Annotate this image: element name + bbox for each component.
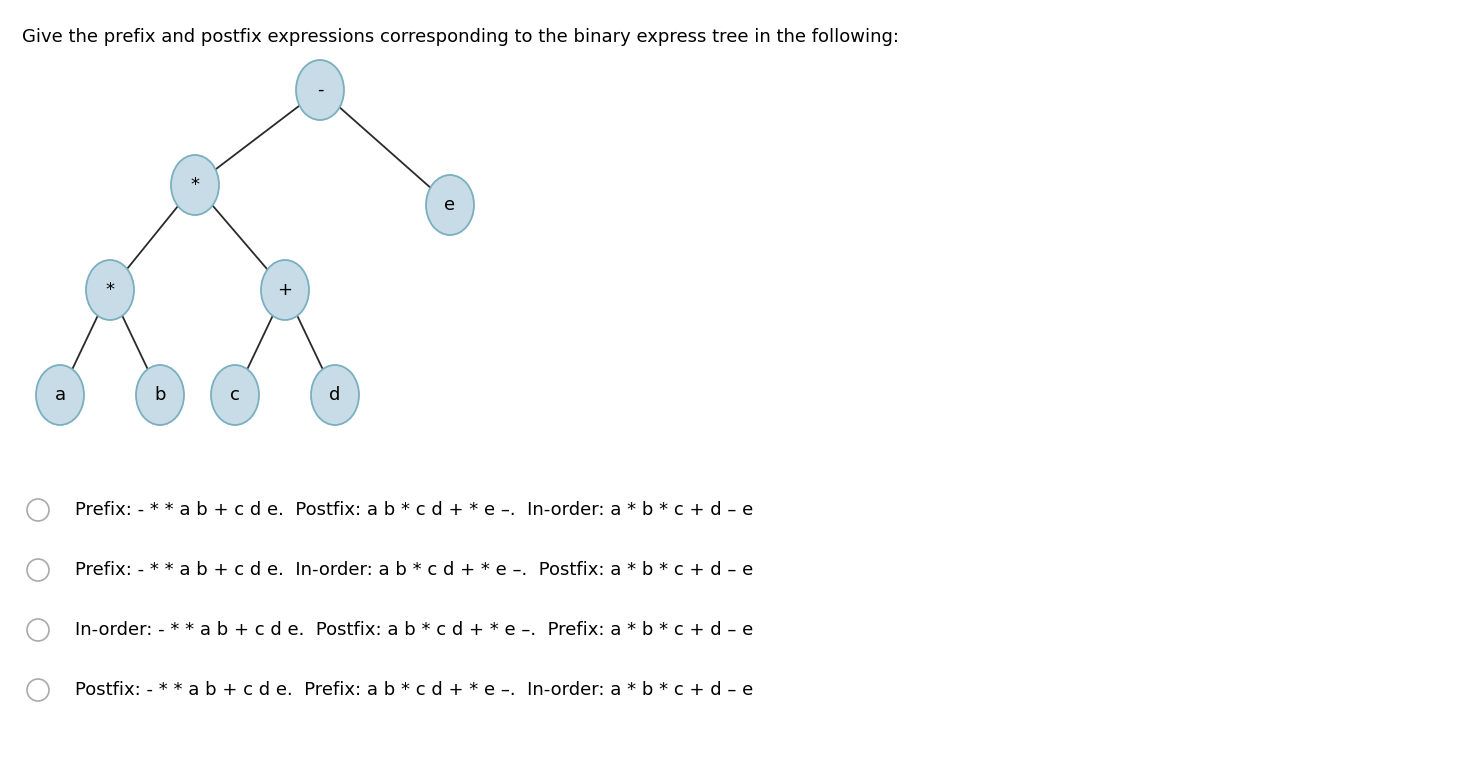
- Ellipse shape: [426, 175, 474, 235]
- Text: Prefix: - * * a b + c d e.  In-order: a b * c d + * e –.  Postfix: a * b * c + d: Prefix: - * * a b + c d e. In-order: a b…: [75, 561, 753, 579]
- Circle shape: [26, 559, 48, 581]
- Text: c: c: [230, 386, 239, 404]
- Ellipse shape: [87, 260, 134, 320]
- Ellipse shape: [261, 260, 308, 320]
- Text: +: +: [277, 281, 292, 299]
- Ellipse shape: [37, 365, 84, 425]
- Ellipse shape: [311, 365, 360, 425]
- Ellipse shape: [297, 60, 344, 120]
- Circle shape: [26, 679, 48, 701]
- Text: *: *: [106, 281, 115, 299]
- Text: Give the prefix and postfix expressions corresponding to the binary express tree: Give the prefix and postfix expressions …: [22, 28, 898, 46]
- Circle shape: [26, 499, 48, 521]
- Text: -: -: [317, 81, 323, 99]
- Text: In-order: - * * a b + c d e.  Postfix: a b * c d + * e –.  Prefix: a * b * c + d: In-order: - * * a b + c d e. Postfix: a …: [75, 621, 753, 639]
- Text: a: a: [54, 386, 66, 404]
- Ellipse shape: [211, 365, 258, 425]
- Text: Postfix: - * * a b + c d e.  Prefix: a b * c d + * e –.  In-order: a * b * c + d: Postfix: - * * a b + c d e. Prefix: a b …: [75, 681, 753, 699]
- Ellipse shape: [170, 155, 219, 215]
- Text: Prefix: - * * a b + c d e.  Postfix: a b * c d + * e –.  In-order: a * b * c + d: Prefix: - * * a b + c d e. Postfix: a b …: [75, 501, 753, 519]
- Text: *: *: [191, 176, 200, 194]
- Ellipse shape: [137, 365, 184, 425]
- Text: d: d: [329, 386, 341, 404]
- Text: b: b: [154, 386, 166, 404]
- Circle shape: [26, 619, 48, 641]
- Text: e: e: [445, 196, 455, 214]
